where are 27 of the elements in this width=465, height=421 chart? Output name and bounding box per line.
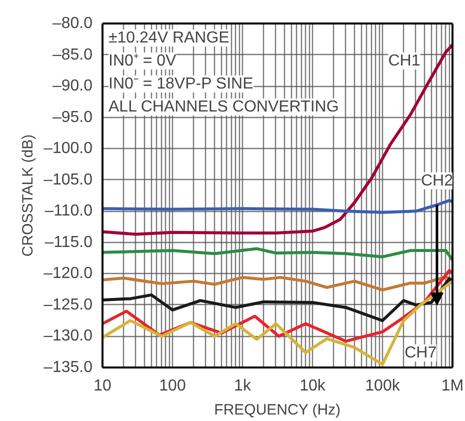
x-tick-label: 100 — [159, 378, 186, 394]
x-tick-label: 100k — [365, 378, 401, 394]
y-tick-label: –100.0 — [44, 140, 93, 158]
x-axis-title: FREQUENCY (Hz) — [214, 402, 341, 418]
annotation: IN0⁻ = 18VP-P SINE — [108, 76, 254, 92]
y-tick-label: –105.0 — [44, 171, 93, 188]
y-tick-label: –90.0 — [52, 78, 93, 95]
y-tick-label: –135.0 — [44, 359, 93, 376]
series-label: CH7 — [404, 344, 437, 362]
y-tick-label: –95.0 — [52, 108, 93, 126]
y-tick-label: –115.0 — [44, 234, 93, 251]
annotation: ±10.24V RANGE — [108, 30, 230, 46]
y-tick-label: –130.0 — [44, 328, 93, 345]
annotation: IN0⁺ = 0V — [108, 52, 177, 70]
annotation: ALL CHANNELS CONVERTING — [108, 98, 339, 116]
x-tick-label: 10 — [94, 378, 112, 394]
x-tick-label: 1k — [234, 378, 252, 394]
y-tick-label: –110.0 — [44, 202, 93, 220]
x-tick-label: 1M — [441, 378, 464, 394]
x-tick-label: 10k — [300, 378, 326, 394]
series-label: CH1 — [388, 52, 420, 70]
y-axis-title: CROSSTALK (dB) — [20, 134, 37, 257]
y-tick-label: –80.0 — [52, 15, 93, 32]
y-tick-label: –125.0 — [44, 296, 93, 314]
series-label: CH2 — [420, 172, 454, 190]
y-tick-label: –120.0 — [44, 265, 93, 282]
y-tick-label: –85.0 — [52, 46, 93, 64]
